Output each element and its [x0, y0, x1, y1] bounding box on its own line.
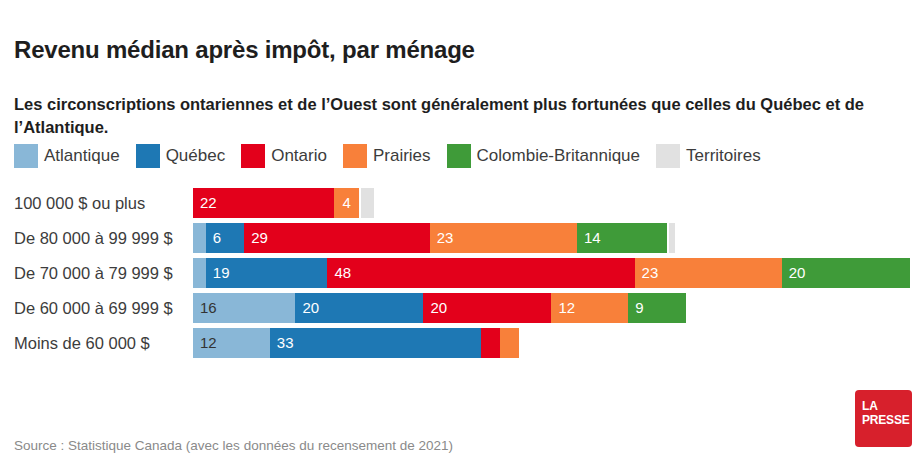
bar-segment-colombie-britannique: 20 [782, 258, 910, 288]
legend-item-atlantique: Atlantique [14, 144, 120, 168]
bar-value-label: 23 [430, 223, 454, 253]
infographic: Revenu médian après impôt, par ménage Le… [0, 0, 924, 459]
logo-line1: LA [862, 400, 912, 414]
bar-value-label: 20 [782, 258, 806, 288]
bar-segment-quebec: 33 [270, 328, 481, 358]
legend-swatch-quebec [136, 144, 160, 168]
legend-swatch-colombie-britannique [447, 144, 471, 168]
legend-item-quebec: Québec [136, 144, 226, 168]
legend-item-colombie-britannique: Colombie-Britannique [447, 144, 640, 168]
bar-segment-colombie-britannique: 9 [628, 293, 686, 323]
source-note: Source : Statistique Canada (avec les do… [14, 438, 453, 453]
bar-value-label: 16 [193, 293, 217, 323]
bar-segment-prairies: 12 [551, 293, 628, 323]
la-presse-logo: LA PRESSE [855, 390, 912, 447]
chart-subtitle: Les circonscriptions ontariennes et de l… [14, 93, 880, 140]
legend-label: Québec [166, 146, 226, 166]
legend-swatch-atlantique [14, 144, 38, 168]
legend-label: Colombie-Britannique [477, 146, 640, 166]
bar-segment-atlantique [193, 258, 206, 288]
bar-segment-atlantique [193, 223, 206, 253]
chart-row: De 70 000 à 79 999 $ 19 48 23 20 [14, 258, 914, 288]
bar-segment-quebec: 20 [295, 293, 423, 323]
bar-stack: 16 20 20 12 9 [193, 293, 686, 323]
chart-row: De 60 000 à 69 999 $16 20 20 12 9 [14, 293, 914, 323]
bar-value-label: 12 [193, 328, 217, 358]
bar-segment-prairies: 23 [635, 258, 782, 288]
logo-line2: PRESSE [862, 414, 912, 428]
bar-segment-ontario: 20 [423, 293, 551, 323]
bar-value-label: 12 [551, 293, 575, 323]
legend-label: Atlantique [44, 146, 120, 166]
bar-segment-atlantique: 12 [193, 328, 270, 358]
chart-row: De 80 000 à 99 999 $ 6 29 23 14 [14, 223, 914, 253]
category-label: Moins de 60 000 $ [14, 334, 193, 353]
legend-item-prairies: Prairies [343, 144, 431, 168]
bar-value-label: 20 [423, 293, 447, 323]
bar-value-label: 29 [244, 223, 268, 253]
chart-row: 100 000 $ ou plus22 4 [14, 188, 914, 218]
bar-value-label: 48 [327, 258, 351, 288]
bar-value-label: 20 [295, 293, 319, 323]
bar-segment-quebec: 6 [206, 223, 244, 253]
legend-label: Territoires [686, 146, 761, 166]
bar-value-label: 19 [206, 258, 230, 288]
bar-segment-ontario: 29 [244, 223, 430, 253]
bar-segment-ontario: 48 [327, 258, 634, 288]
stacked-bar-chart: 100 000 $ ou plus22 4 De 80 000 à 99 999 $… [14, 188, 914, 363]
bar-segment-ontario [481, 328, 500, 358]
legend-item-ontario: Ontario [241, 144, 327, 168]
legend-label: Prairies [373, 146, 431, 166]
bar-value-label: 9 [628, 293, 643, 323]
bar-segment-territoires [361, 188, 374, 218]
legend-label: Ontario [271, 146, 327, 166]
bar-value-label: 6 [206, 223, 221, 253]
category-label: De 60 000 à 69 999 $ [14, 299, 193, 318]
category-label: De 80 000 à 99 999 $ [14, 229, 193, 248]
bar-segment-ontario: 22 [193, 188, 334, 218]
bar-value-label: 22 [193, 188, 217, 218]
bar-segment-territoires [669, 223, 675, 253]
bar-stack: 12 33 [193, 328, 519, 358]
legend-swatch-territoires [656, 144, 680, 168]
bar-value-label: 33 [270, 328, 294, 358]
category-label: 100 000 $ ou plus [14, 194, 193, 213]
bar-segment-prairies: 23 [430, 223, 577, 253]
bar-stack: 22 4 [193, 188, 374, 218]
bar-segment-quebec: 19 [206, 258, 328, 288]
bar-segment-prairies: 4 [334, 188, 360, 218]
bar-segment-atlantique: 16 [193, 293, 295, 323]
page-title: Revenu médian après impôt, par ménage [14, 36, 475, 64]
category-label: De 70 000 à 79 999 $ [14, 264, 193, 283]
legend-swatch-prairies [343, 144, 367, 168]
bar-stack: 19 48 23 20 [193, 258, 910, 288]
chart-row: Moins de 60 000 $12 33 [14, 328, 914, 358]
bar-stack: 6 29 23 14 [193, 223, 675, 253]
legend: Atlantique Québec Ontario Prairies Colombie-… [14, 144, 761, 168]
legend-swatch-ontario [241, 144, 265, 168]
bar-segment-colombie-britannique: 14 [577, 223, 667, 253]
bar-value-label: 4 [334, 188, 360, 218]
legend-item-territoires: Territoires [656, 144, 761, 168]
bar-value-label: 23 [635, 258, 659, 288]
bar-segment-prairies [500, 328, 519, 358]
bar-value-label: 14 [577, 223, 601, 253]
